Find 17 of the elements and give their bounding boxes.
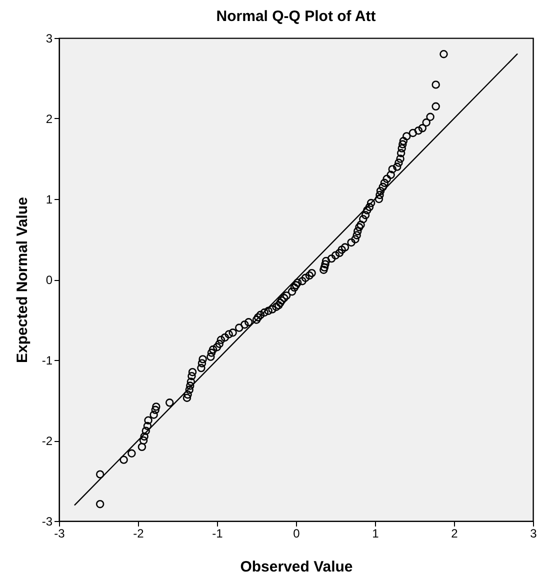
x-tick-label: -3 [54, 526, 66, 540]
x-tick-label: 0 [293, 526, 300, 540]
x-axis-title: Observed Value [240, 558, 353, 576]
x-tick-label: 2 [451, 526, 458, 540]
x-tick-label: 3 [530, 526, 538, 540]
chart-title: Normal Q-Q Plot of Att [216, 8, 376, 25]
y-tick-label: -2 [42, 434, 53, 448]
y-tick-label: -1 [42, 354, 53, 368]
x-tick-label: -2 [133, 526, 144, 540]
y-tick-label: 2 [46, 112, 53, 126]
y-tick-label: -3 [42, 514, 53, 528]
y-tick-label: 1 [46, 192, 53, 206]
x-tick-label: -1 [212, 526, 224, 540]
y-tick-label: 3 [46, 32, 53, 46]
y-axis-title: Expected Normal Value [14, 197, 31, 363]
y-tick-label: 0 [46, 273, 53, 287]
x-tick-label: 1 [372, 526, 380, 540]
